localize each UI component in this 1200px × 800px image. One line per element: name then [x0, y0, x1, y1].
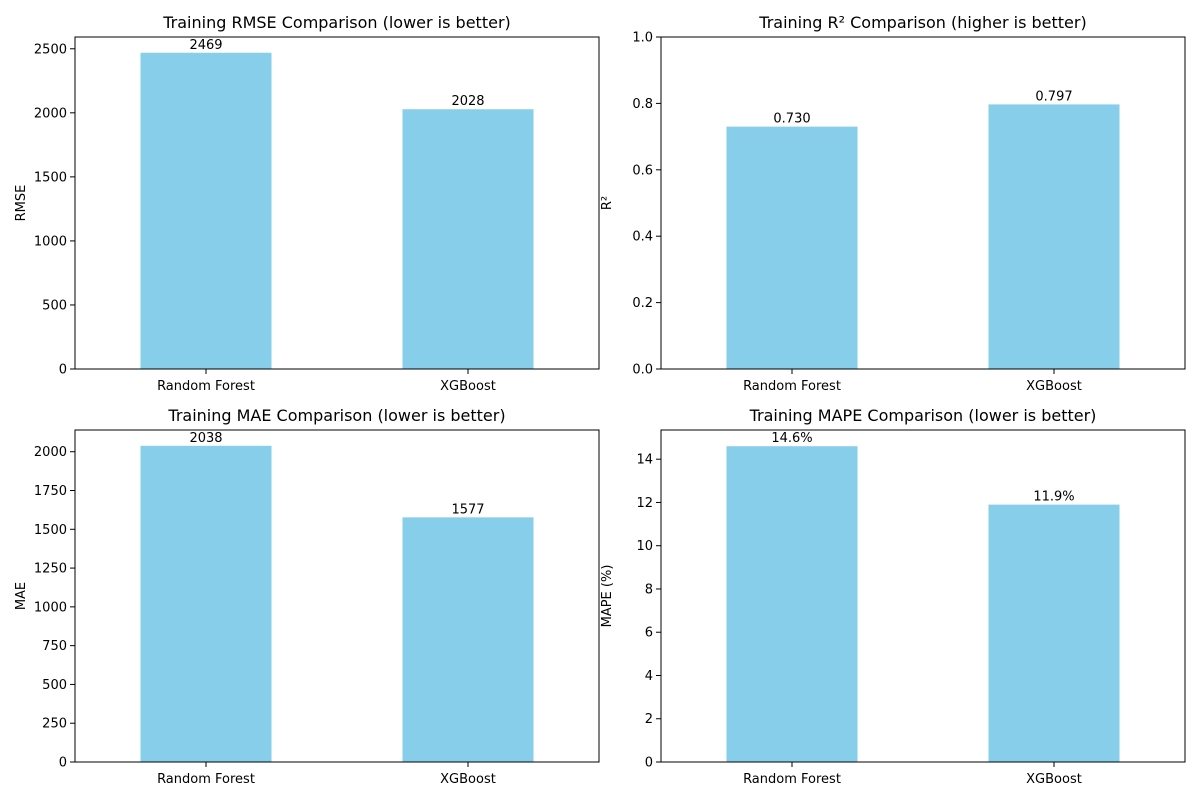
y-tick-label: 1250	[34, 562, 67, 577]
y-tick-label: 0.2	[632, 296, 653, 311]
bar-xgboost	[402, 109, 534, 370]
bar-value-label: 2469	[189, 38, 222, 53]
bar-xgboost	[402, 517, 534, 762]
x-tick-label: XGBoost	[1026, 379, 1082, 394]
mae-chart: 2038 Random Forest 1577 XGBoost 0 250 500 750 10…	[14, 406, 600, 787]
bar-value-label: 0.797	[1035, 89, 1072, 104]
y-tick-label: 1000	[34, 600, 67, 615]
y-tick-label: 2500	[34, 42, 67, 57]
y-tick-label: 1000	[34, 234, 67, 249]
bar-random-forest	[726, 446, 858, 762]
y-tick-label: 0	[59, 363, 67, 378]
bar-value-label: 0.730	[773, 112, 810, 127]
r2-chart: 0.730 Random Forest 0.797 XGBoost 0.0 0.2 0.4 0…	[600, 13, 1186, 394]
y-axis-label: MAE	[14, 582, 29, 610]
axes-frame	[74, 429, 600, 763]
rmse-chart: 2469 Random Forest 2028 XGBoost 0 500 1000 1500…	[14, 13, 600, 394]
y-tick-label: 2000	[34, 445, 67, 460]
bar-value-label: 2038	[189, 431, 222, 446]
bar-xgboost	[988, 104, 1120, 369]
y-tick-label: 500	[42, 298, 67, 313]
y-tick-label: 10	[636, 539, 653, 554]
axes-frame	[74, 36, 600, 370]
x-tick-label: XGBoost	[440, 772, 496, 787]
bar-random-forest	[726, 126, 858, 369]
bar-value-label: 14.6%	[771, 431, 812, 446]
y-tick-label: 0.6	[632, 163, 653, 178]
x-tick-label: Random Forest	[743, 772, 841, 787]
y-tick-label: 2	[645, 712, 653, 727]
x-tick-label: XGBoost	[440, 379, 496, 394]
x-tick-label: Random Forest	[157, 772, 255, 787]
y-tick-label: 1500	[34, 523, 67, 538]
y-tick-label: 0	[645, 756, 653, 771]
y-axis-label: MAPE (%)	[600, 565, 615, 628]
y-tick-label: 1750	[34, 484, 67, 499]
bar-value-label: 11.9%	[1033, 490, 1074, 505]
y-tick-label: 1.0	[632, 31, 653, 46]
y-tick-label: 0.8	[632, 97, 653, 112]
y-tick-label: 12	[636, 496, 653, 511]
axes-frame	[660, 429, 1186, 763]
mape-chart: 14.6% Random Forest 11.9% XGBoost 0 2 4 6 8 10 12 1…	[600, 406, 1186, 787]
x-tick-label: Random Forest	[157, 379, 255, 394]
y-tick-label: 14	[636, 453, 653, 468]
bar-value-label: 2028	[451, 94, 484, 109]
y-tick-label: 750	[42, 639, 67, 654]
y-tick-label: 500	[42, 678, 67, 693]
x-tick-label: Random Forest	[743, 379, 841, 394]
y-tick-label: 0	[59, 756, 67, 771]
y-tick-label: 6	[645, 626, 653, 641]
y-tick-label: 1500	[34, 170, 67, 185]
bar-random-forest	[140, 52, 272, 369]
chart-title: Training MAPE Comparison (lower is bette…	[749, 406, 1097, 425]
axes-frame	[660, 36, 1186, 370]
y-tick-label: 4	[645, 669, 653, 684]
y-axis-label: RMSE	[14, 185, 29, 222]
chart-title: Training MAE Comparison (lower is better…	[167, 406, 505, 425]
y-tick-label: 0.4	[632, 230, 653, 245]
chart-title: Training R² Comparison (higher is better…	[758, 13, 1086, 32]
bar-random-forest	[140, 445, 272, 762]
y-tick-label: 8	[645, 582, 653, 597]
chart-title: Training RMSE Comparison (lower is bette…	[162, 13, 511, 32]
bar-value-label: 1577	[451, 502, 484, 517]
y-tick-label: 0.0	[632, 363, 653, 378]
y-tick-label: 250	[42, 717, 67, 732]
x-tick-label: XGBoost	[1026, 772, 1082, 787]
y-axis-label: R²	[600, 196, 615, 210]
bar-xgboost	[988, 504, 1120, 762]
y-tick-label: 2000	[34, 106, 67, 121]
